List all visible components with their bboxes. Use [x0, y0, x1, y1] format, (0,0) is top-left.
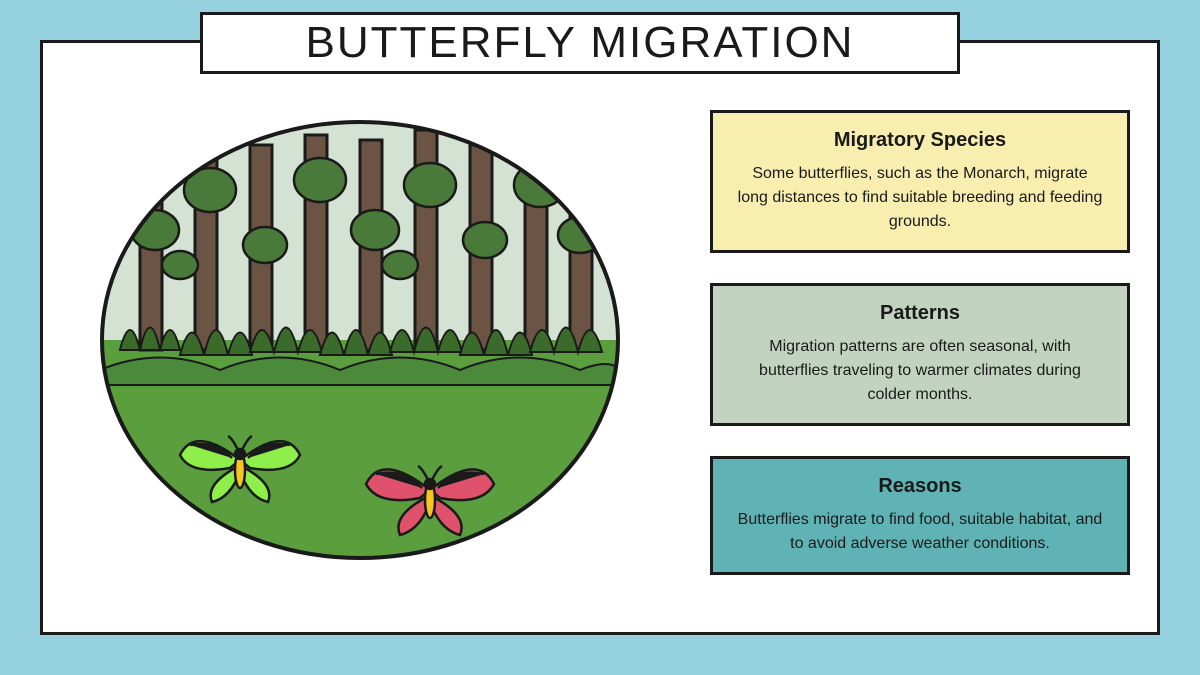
card-migratory-species: Migratory Species Some butterflies, such…	[710, 110, 1130, 253]
card-text: Butterflies migrate to find food, suitab…	[737, 508, 1103, 556]
card-patterns: Patterns Migration patterns are often se…	[710, 283, 1130, 426]
card-text: Some butterflies, such as the Monarch, m…	[737, 162, 1103, 234]
info-cards: Migratory Species Some butterflies, such…	[710, 110, 1130, 575]
card-reasons: Reasons Butterflies migrate to find food…	[710, 456, 1130, 575]
card-title: Patterns	[737, 302, 1103, 325]
title-box: BUTTERFLY MIGRATION	[200, 12, 960, 74]
card-text: Migration patterns are often seasonal, w…	[737, 335, 1103, 407]
card-title: Migratory Species	[737, 129, 1103, 152]
card-title: Reasons	[737, 475, 1103, 498]
page-title: BUTTERFLY MIGRATION	[306, 18, 855, 68]
forest-butterfly-illustration	[100, 120, 620, 560]
